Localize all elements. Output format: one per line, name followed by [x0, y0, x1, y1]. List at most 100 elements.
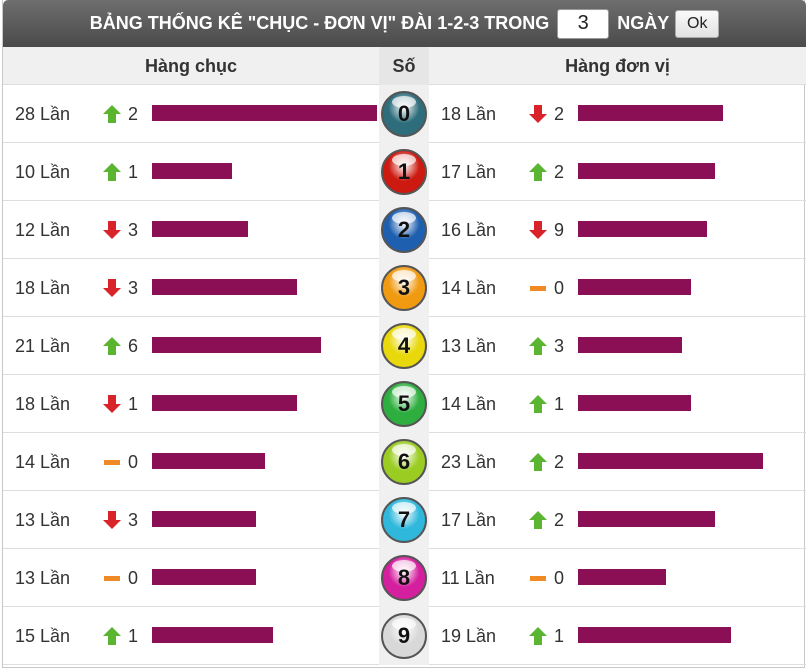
chuc-bar [152, 337, 321, 353]
donvi-delta: 0 [554, 567, 565, 588]
chuc-delta: 1 [128, 625, 139, 646]
chuc-bar [152, 221, 248, 237]
number-ball: 2 [381, 207, 427, 253]
donvi-count: 14 Lần [441, 393, 497, 414]
chuc-bar [152, 279, 297, 295]
donvi-count: 17 Lần [441, 509, 497, 530]
header-hang-chuc: Hàng chục [144, 55, 237, 76]
arrow-up-icon [528, 509, 548, 531]
header-so: Số [379, 47, 429, 85]
number-ball: 8 [381, 555, 427, 601]
table-row: 10 Lần 1 1 17 Lần 2 [3, 143, 806, 201]
number-ball: 9 [381, 613, 427, 659]
dash-icon [528, 567, 548, 589]
title-bar: BẢNG THỐNG KÊ "CHỤC - ĐƠN VỊ" ĐÀI 1-2-3 … [3, 0, 806, 47]
so-cell: 1 [379, 143, 429, 201]
ball-digit: 9 [397, 623, 411, 648]
donvi-count: 23 Lần [441, 451, 497, 472]
arrow-up-icon [528, 161, 548, 183]
ball-digit: 2 [397, 217, 411, 242]
so-cell: 9 [379, 607, 429, 665]
ball-digit: 7 [397, 507, 411, 532]
number-ball: 6 [381, 439, 427, 485]
dash-icon [528, 277, 548, 299]
arrow-down-icon [528, 103, 548, 125]
chuc-count: 10 Lần [15, 161, 71, 182]
chuc-delta: 3 [128, 219, 139, 240]
arrow-up-icon [102, 625, 122, 647]
so-cell: 8 [379, 549, 429, 607]
table-row: 15 Lần 1 9 19 Lần 1 [3, 607, 806, 665]
number-ball: 3 [381, 265, 427, 311]
ok-button[interactable]: Ok [675, 9, 720, 38]
donvi-delta: 1 [554, 393, 565, 414]
table-row: 13 Lần 0 8 11 Lần 0 [3, 549, 806, 607]
donvi-count: 13 Lần [441, 335, 497, 356]
dash-icon [102, 451, 122, 473]
donvi-count: 14 Lần [441, 277, 497, 298]
donvi-bar [578, 337, 682, 353]
table-row: 18 Lần 1 5 14 Lần 1 [3, 375, 806, 433]
donvi-bar [578, 163, 715, 179]
table-row: 21 Lần 6 4 13 Lần 3 [3, 317, 806, 375]
arrow-up-icon [102, 335, 122, 357]
chuc-count: 12 Lần [15, 219, 71, 240]
so-cell: 0 [379, 85, 429, 143]
donvi-count: 11 Lần [441, 567, 495, 588]
chuc-bar [152, 453, 265, 469]
donvi-bar [578, 105, 723, 121]
ball-digit: 0 [397, 101, 411, 126]
so-cell: 4 [379, 317, 429, 375]
chuc-count: 21 Lần [15, 335, 71, 356]
donvi-count: 17 Lần [441, 161, 497, 182]
chuc-delta: 3 [128, 277, 139, 298]
donvi-bar [578, 627, 731, 643]
donvi-bar [578, 395, 691, 411]
panel-title: BẢNG THỐNG KÊ "CHỤC - ĐƠN VỊ" ĐÀI 1-2-3 … [89, 13, 550, 33]
days-input[interactable] [557, 8, 610, 39]
table-row: 28 Lần 2 0 18 Lần 2 [3, 85, 806, 143]
arrow-up-icon [102, 103, 122, 125]
chuc-bar [152, 163, 232, 179]
chuc-count: 13 Lần [15, 567, 71, 588]
number-ball: 4 [381, 323, 427, 369]
arrow-up-icon [528, 625, 548, 647]
arrow-up-icon [102, 161, 122, 183]
table-row: 14 Lần 0 6 23 Lần 2 [3, 433, 806, 491]
donvi-delta: 2 [554, 509, 565, 530]
donvi-bar [578, 279, 691, 295]
arrow-up-icon [528, 393, 548, 415]
donvi-delta: 2 [554, 161, 565, 182]
donvi-delta: 9 [554, 219, 565, 240]
donvi-bar [578, 453, 763, 469]
header-hang-don-vi: Hàng đơn vị [565, 55, 670, 76]
arrow-up-icon [528, 335, 548, 357]
ball-digit: 5 [397, 391, 411, 416]
number-ball: 7 [381, 497, 427, 543]
arrow-up-icon [528, 451, 548, 473]
days-label: NGÀY [617, 13, 670, 33]
arrow-down-icon [102, 509, 122, 531]
ball-digit: 6 [397, 449, 411, 474]
chuc-bar [152, 627, 273, 643]
chuc-bar [152, 105, 377, 121]
ball-digit: 8 [397, 565, 411, 590]
chuc-bar [152, 511, 256, 527]
donvi-bar [578, 569, 666, 585]
dash-icon [102, 567, 122, 589]
number-ball: 1 [381, 149, 427, 195]
donvi-delta: 2 [554, 451, 565, 472]
arrow-down-icon [102, 393, 122, 415]
donvi-delta: 3 [554, 335, 565, 356]
so-cell: 2 [379, 201, 429, 259]
donvi-bar [578, 511, 715, 527]
table-row: 12 Lần 3 2 16 Lần 9 [3, 201, 806, 259]
chuc-delta: 3 [128, 509, 139, 530]
donvi-count: 16 Lần [441, 219, 497, 240]
arrow-down-icon [102, 277, 122, 299]
ball-digit: 4 [397, 333, 411, 358]
so-cell: 6 [379, 433, 429, 491]
chuc-count: 13 Lần [15, 509, 71, 530]
so-cell: 3 [379, 259, 429, 317]
donvi-delta: 2 [554, 103, 565, 124]
